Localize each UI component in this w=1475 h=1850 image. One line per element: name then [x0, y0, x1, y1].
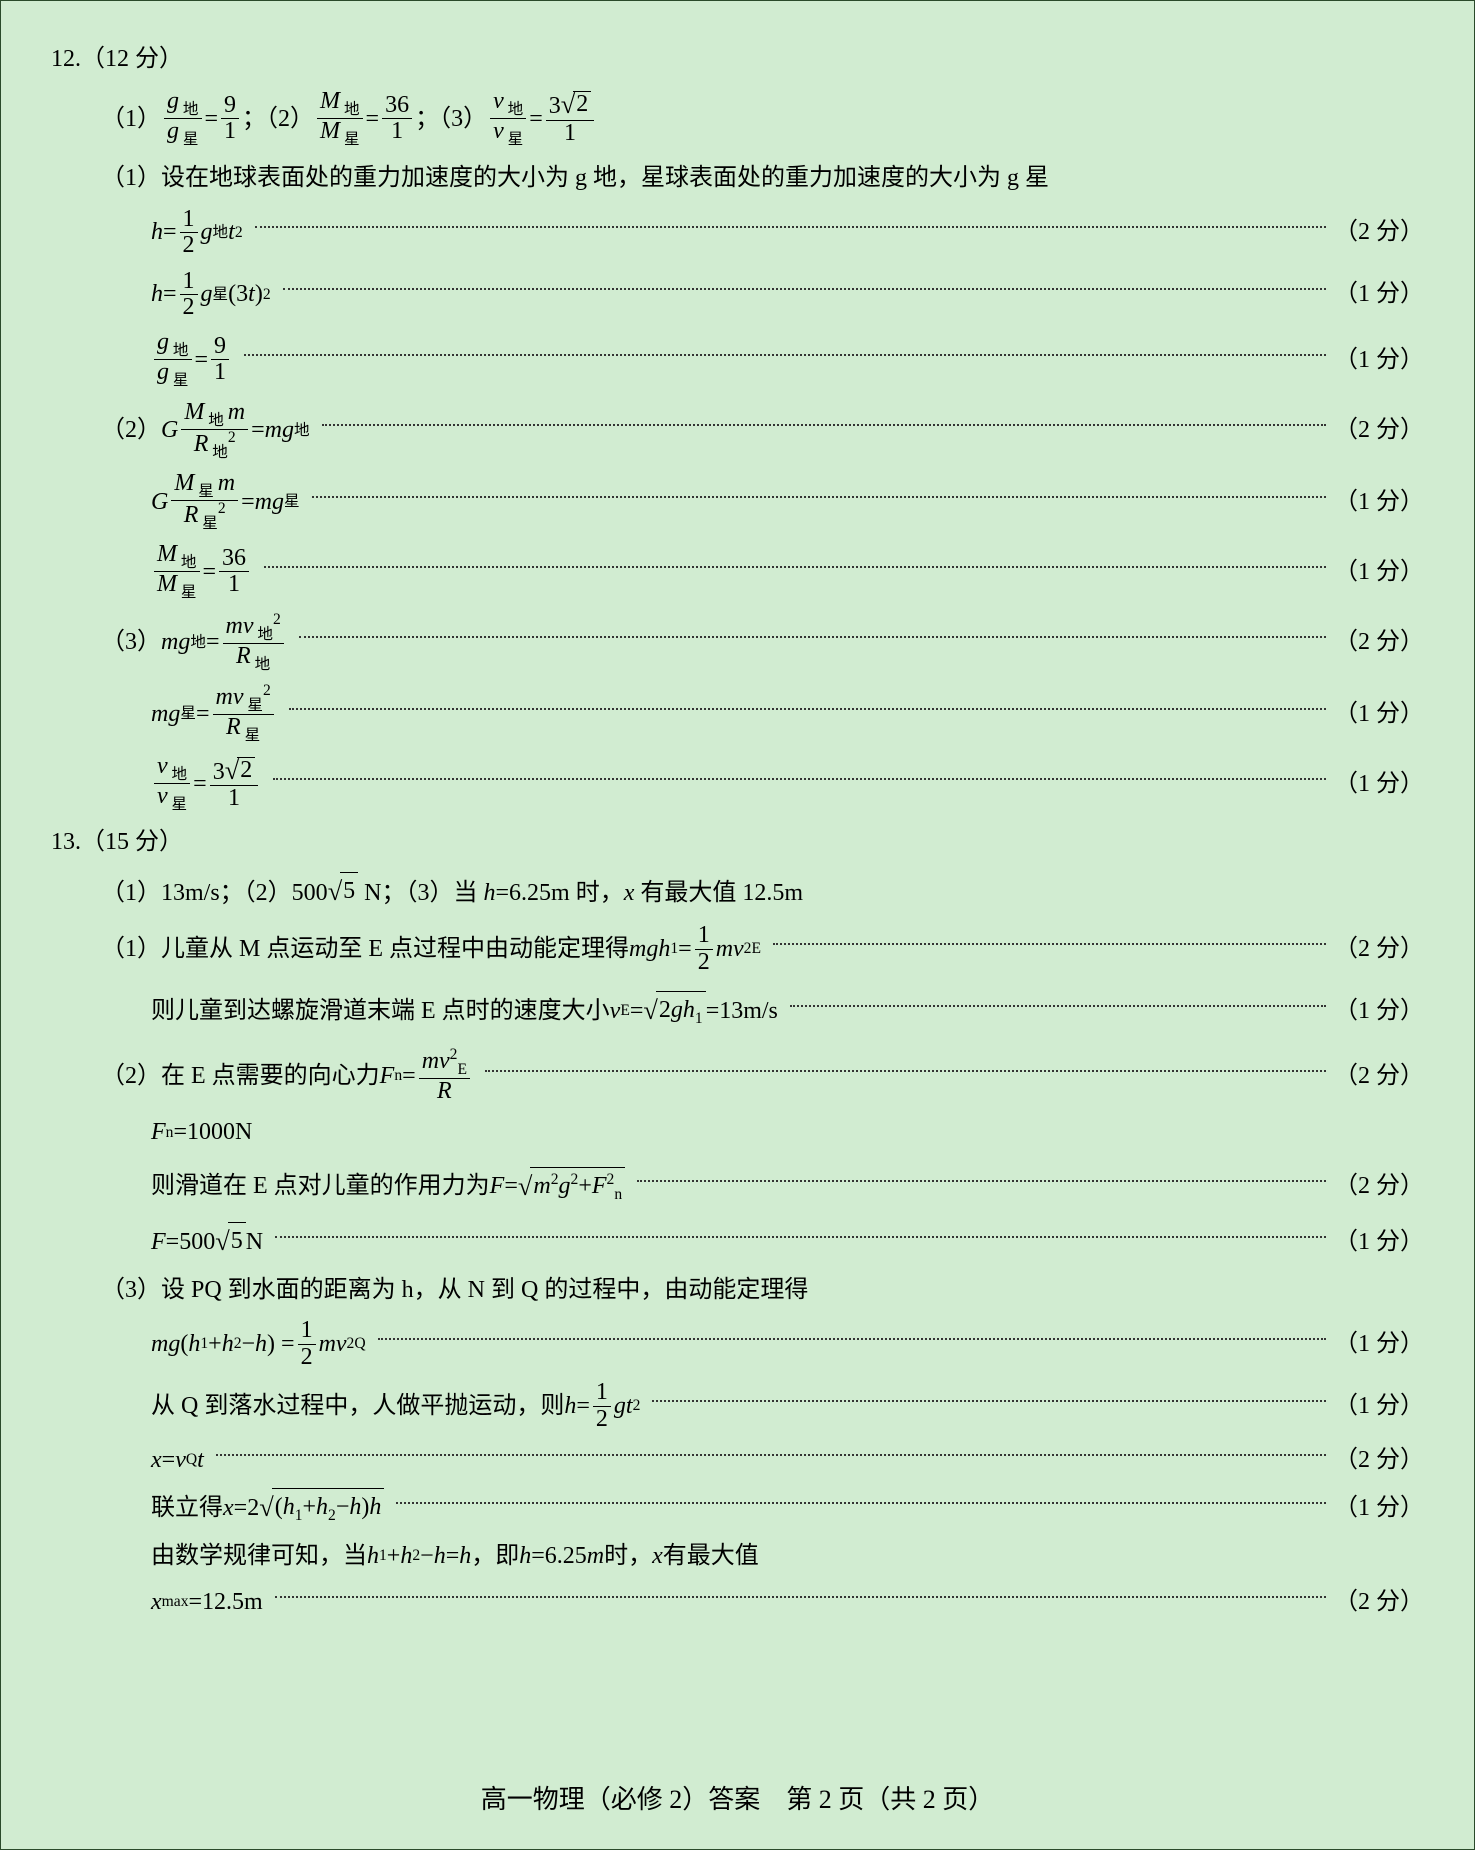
q13-p3-step6: xmax=12.5m （2 分） [151, 1584, 1424, 1620]
q13-header: 13.（15 分） [51, 824, 1424, 860]
q12-p2-step1: （2）G M 地 mR 地2 =mg 地 （2 分） [101, 400, 1424, 461]
q13-part3-text: （3）设 PQ 到水面的距离为 h，从 N 到 Q 的过程中，由动能定理得 [101, 1272, 1424, 1308]
page-footer: 高一物理（必修 2）答案 第 2 页（共 2 页） [1, 1780, 1474, 1819]
q13-p2-step3: 则滑道在 E 点对儿童的作用力为 F= m2g2+F2n （2 分） [151, 1160, 1424, 1212]
answer-page: 12.（12 分） （1）g 地g 星 = 91；（2）M 地M 星 = 361… [0, 0, 1475, 1850]
q12-p2-step3: M 地M 星 = 361 （1 分） [151, 542, 1424, 601]
q12-p1-step2: h= 12g 星(3t)2 （1 分） [151, 268, 1424, 320]
q12-p2-step2: G M 星 mR 星2 =mg 星 （1 分） [151, 471, 1424, 532]
q13-p1-step2: 则儿童到达螺旋滑道末端 E 点时的速度大小 vE= 2gh1 =13m/s （1… [151, 985, 1424, 1037]
q12-p3-step1: （3）mg 地 = mv 地2R 地 （2 分） [101, 612, 1424, 673]
q13-p1-step1: （1）儿童从 M 点运动至 E 点过程中由动能定理得 mgh1= 12mv2E … [101, 923, 1424, 975]
q13-p3-step3: x=vQt （2 分） [151, 1442, 1424, 1478]
q12-p1-step3: g 地g 星 = 91 （1 分） [151, 330, 1424, 389]
q12-p3-step2: mg 星 = mv 星2R 星 （1 分） [151, 683, 1424, 744]
q12-p1-step1: h= 12g 地 t2 （2 分） [151, 206, 1424, 258]
q13-p3-step1: mg( h1+h2−h) = 12mv2Q （1 分） [151, 1318, 1424, 1370]
q13-p3-step5: 由数学规律可知，当 h1+h2−h=h，即 h=6.25m 时，x 有最大值 [151, 1538, 1424, 1574]
q13-p2-step1: （2）在 E 点需要的向心力 Fn= mv2ER （2 分） [101, 1047, 1424, 1104]
q12-p3-step3: v 地v 星 = 321 （1 分） [151, 754, 1424, 813]
q12-summary: （1）g 地g 星 = 91；（2）M 地M 星 = 361；（3） v 地v … [101, 89, 1424, 148]
q13-p3-step2: 从 Q 到落水过程中，人做平抛运动，则 h= 12gt2 （1 分） [151, 1380, 1424, 1432]
q13-p3-step4: 联立得 x=2(h1+h2−h)h （1 分） [151, 1488, 1424, 1528]
q13-p2-step4: F=5005 N （1 分） [151, 1222, 1424, 1262]
q12-part1-text: （1）设在地球表面处的重力加速度的大小为 g 地，星球表面处的重力加速度的大小为… [101, 160, 1424, 196]
q12-header: 12.（12 分） [51, 41, 1424, 77]
q13-p2-step2: Fn=1000N [151, 1114, 1424, 1150]
q13-summary: （1）13m/s；（2）5005 N；（3）当 h=6.25m 时，x 有最大值… [101, 872, 1424, 912]
